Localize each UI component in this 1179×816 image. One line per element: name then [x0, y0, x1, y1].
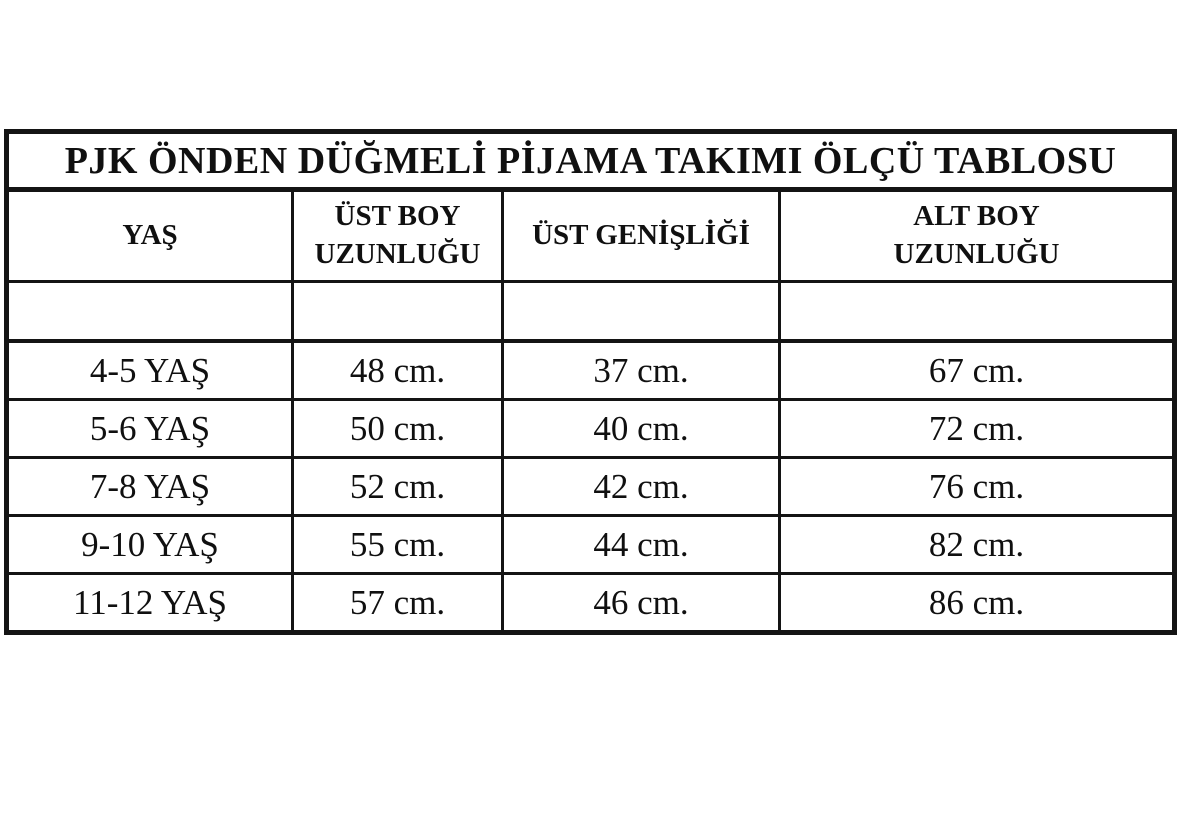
- table-row: 5-6 YAŞ 50 cm. 40 cm. 72 cm.: [5, 398, 1176, 459]
- age-cell: 5-6 YAŞ: [5, 398, 294, 459]
- bottom-length-cell: 76 cm.: [778, 456, 1176, 517]
- age-cell: 11-12 YAŞ: [5, 572, 294, 634]
- size-table: PJK ÖNDEN DÜĞMELİ PİJAMA TAKIMI ÖLÇÜ TAB…: [4, 129, 1177, 635]
- table-row: 7-8 YAŞ 52 cm. 42 cm. 76 cm.: [5, 456, 1176, 517]
- age-cell: 7-8 YAŞ: [5, 456, 294, 517]
- top-width-cell: 44 cm.: [501, 514, 781, 575]
- age-cell: 9-10 YAŞ: [5, 514, 294, 575]
- column-header-bottom-length: ALT BOY UZUNLUĞU: [778, 188, 1176, 283]
- empty-cell: [501, 280, 781, 343]
- empty-cell: [778, 280, 1176, 343]
- bottom-length-cell: 72 cm.: [778, 398, 1176, 459]
- table-row: 4-5 YAŞ 48 cm. 37 cm. 67 cm.: [5, 339, 1176, 401]
- top-width-cell: 46 cm.: [501, 572, 781, 634]
- table-title: PJK ÖNDEN DÜĞMELİ PİJAMA TAKIMI ÖLÇÜ TAB…: [5, 130, 1176, 192]
- table-row: 11-12 YAŞ 57 cm. 46 cm. 86 cm.: [5, 572, 1176, 634]
- table-header-row: YAŞ ÜST BOY UZUNLUĞU ÜST GENİŞLİĞİ ALT B…: [5, 188, 1176, 283]
- top-width-cell: 40 cm.: [501, 398, 781, 459]
- bottom-length-cell: 86 cm.: [778, 572, 1176, 634]
- empty-spacer-row: [5, 280, 1176, 343]
- column-header-age: YAŞ: [5, 188, 294, 283]
- empty-cell: [5, 280, 294, 343]
- top-length-cell: 57 cm.: [291, 572, 504, 634]
- table-title-row: PJK ÖNDEN DÜĞMELİ PİJAMA TAKIMI ÖLÇÜ TAB…: [5, 130, 1176, 192]
- top-width-cell: 37 cm.: [501, 339, 781, 401]
- top-length-cell: 48 cm.: [291, 339, 504, 401]
- age-cell: 4-5 YAŞ: [5, 339, 294, 401]
- top-length-cell: 52 cm.: [291, 456, 504, 517]
- column-header-top-width: ÜST GENİŞLİĞİ: [501, 188, 781, 283]
- top-width-cell: 42 cm.: [501, 456, 781, 517]
- top-length-cell: 50 cm.: [291, 398, 504, 459]
- top-length-cell: 55 cm.: [291, 514, 504, 575]
- bottom-length-cell: 82 cm.: [778, 514, 1176, 575]
- table-row: 9-10 YAŞ 55 cm. 44 cm. 82 cm.: [5, 514, 1176, 575]
- bottom-length-cell: 67 cm.: [778, 339, 1176, 401]
- empty-cell: [291, 280, 504, 343]
- column-header-top-length: ÜST BOY UZUNLUĞU: [291, 188, 504, 283]
